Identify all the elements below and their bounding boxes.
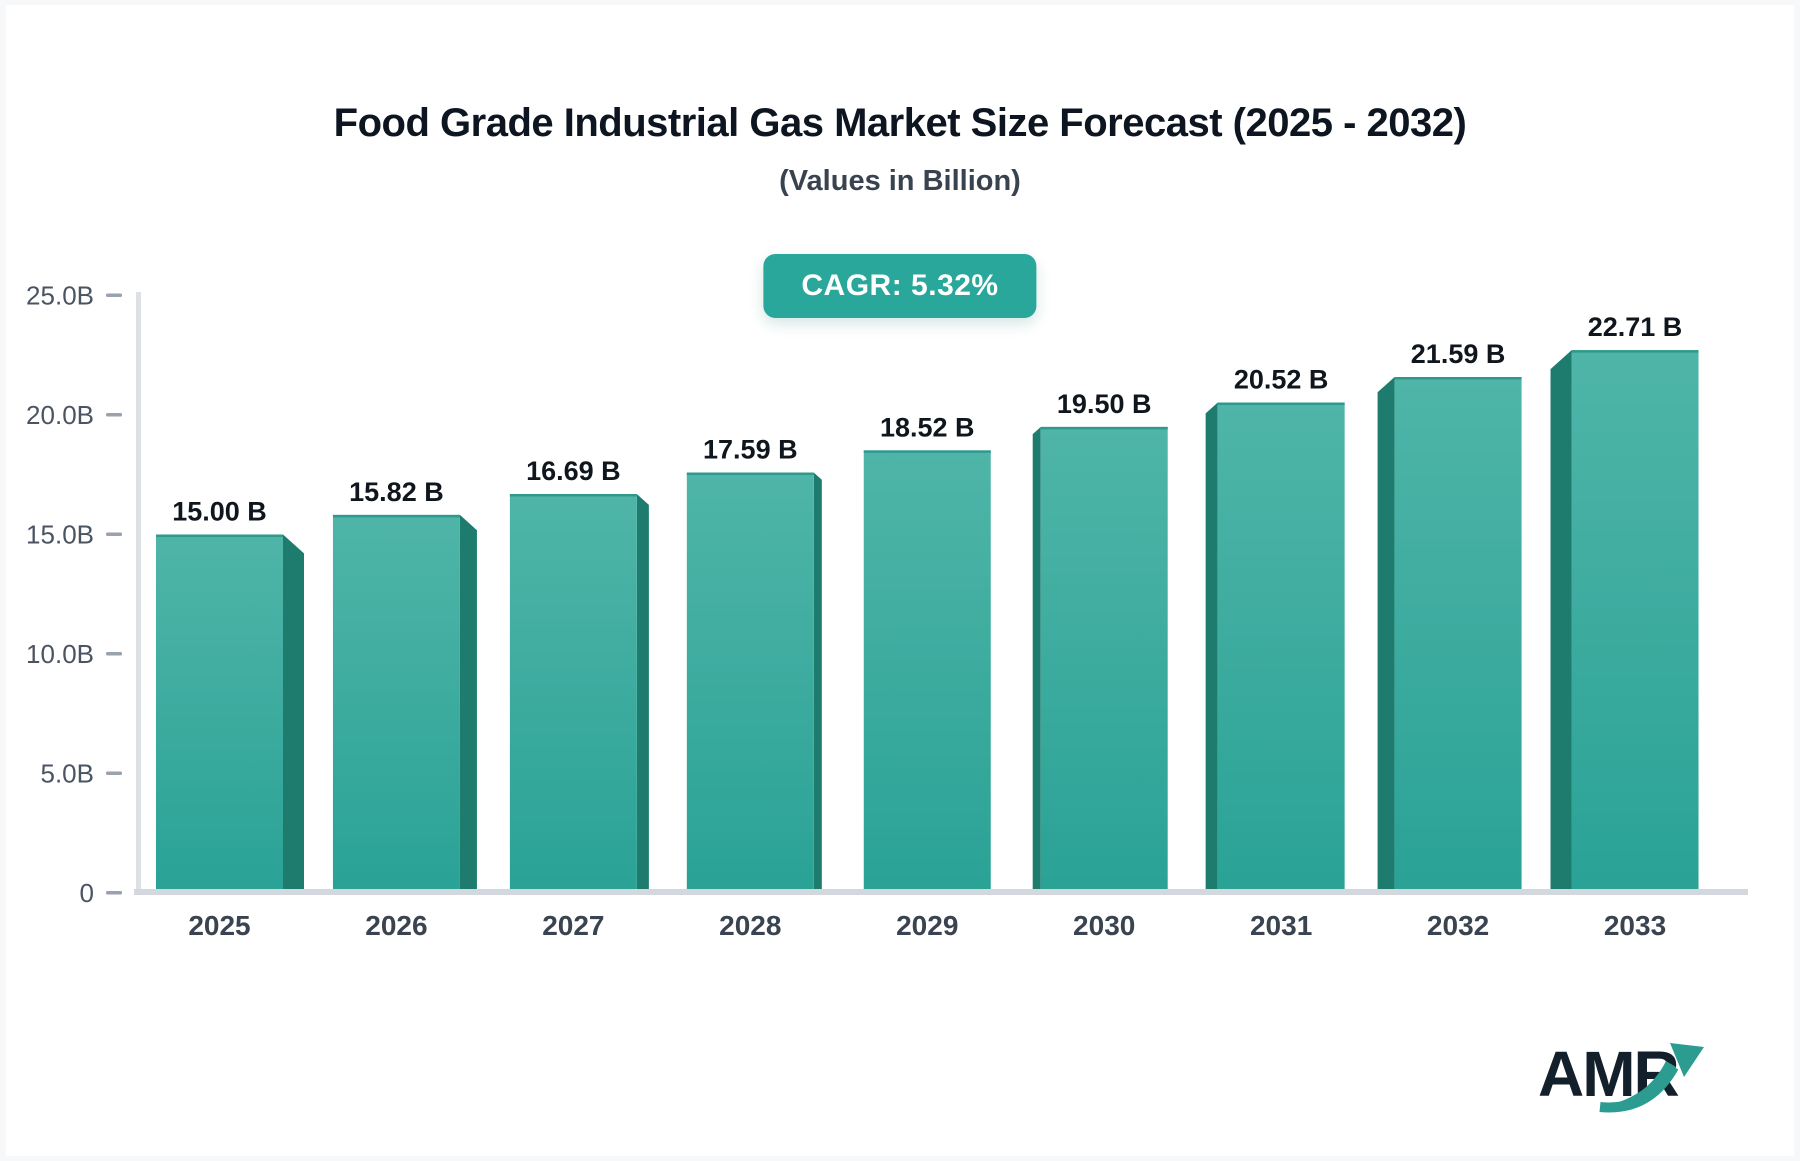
bar-side-face — [1377, 376, 1395, 891]
bar-side-face — [283, 534, 304, 891]
y-axis-tick-label: 5.0B — [41, 759, 95, 789]
bar — [156, 534, 283, 891]
bar — [1217, 402, 1345, 891]
bar — [1040, 426, 1168, 891]
bar-side-face — [459, 514, 477, 891]
y-axis-line — [136, 292, 141, 895]
chart-subtitle: (Values in Billion) — [779, 165, 1021, 197]
x-axis-tick-label: 2032 — [1427, 910, 1489, 941]
x-axis-tick-label: 2029 — [896, 910, 958, 941]
bar — [863, 450, 991, 891]
bar-value-label: 18.52 B — [880, 412, 975, 442]
y-axis-tick — [106, 293, 122, 297]
y-axis-tick — [106, 532, 122, 536]
bar-side-face — [1032, 426, 1041, 891]
x-axis-tick-label: 2025 — [188, 910, 250, 941]
bar-side-face — [636, 494, 649, 891]
x-axis-tick-label: 2033 — [1604, 910, 1666, 941]
y-axis-tick — [106, 891, 122, 895]
bar-value-label: 16.69 B — [526, 456, 621, 486]
y-axis-tick-label: 0 — [80, 878, 94, 908]
y-axis-tick-label: 10.0B — [26, 639, 94, 669]
bar-chart: 0 5.0B 10.0B 15.0B 20.0B 25.0B 15.00 B 2025 15.8… — [26, 281, 1748, 941]
y-axis-tick — [106, 652, 122, 656]
cagr-badge: CAGR: 5.32% — [763, 254, 1037, 318]
x-axis-tick-label: 2030 — [1073, 910, 1135, 941]
bar-value-label: 21.59 B — [1411, 339, 1506, 369]
bar — [686, 472, 814, 891]
amr-logo: AMR — [1534, 1033, 1724, 1123]
bar-value-label: 17.59 B — [703, 435, 798, 465]
y-axis-tick — [106, 413, 122, 417]
bar — [1571, 350, 1699, 892]
bar-value-label: 15.00 B — [172, 497, 267, 527]
chart-title: Food Grade Industrial Gas Market Size Fo… — [333, 101, 1467, 145]
bar-value-label: 15.82 B — [349, 477, 444, 507]
y-axis-tick — [106, 771, 122, 775]
amr-logo-arrow-icon — [1599, 1043, 1704, 1113]
x-axis-baseline — [134, 889, 1748, 895]
x-axis-tick-label: 2026 — [365, 910, 427, 941]
y-axis-tick-label: 20.0B — [26, 400, 94, 430]
bar-value-label: 19.50 B — [1057, 389, 1152, 419]
bar-side-face — [1550, 350, 1572, 892]
amr-logo-text: AMR — [1538, 1038, 1680, 1110]
bar-value-label: 22.71 B — [1588, 312, 1683, 342]
bar-side-face — [813, 472, 822, 891]
y-axis-tick-label: 25.0B — [26, 281, 94, 311]
y-axis-tick-label: 15.0B — [26, 520, 94, 550]
bar — [509, 494, 637, 891]
x-axis-tick-label: 2027 — [542, 910, 604, 941]
x-axis-tick-label: 2028 — [719, 910, 781, 941]
x-axis-tick-label: 2031 — [1250, 910, 1312, 941]
bar — [1394, 376, 1522, 891]
chart-card: Food Grade Industrial Gas Market Size Fo… — [6, 5, 1794, 1156]
bar-side-face — [1205, 402, 1218, 891]
bar — [332, 514, 460, 891]
cagr-badge-label: CAGR: 5.32% — [801, 269, 999, 302]
bar-value-label: 20.52 B — [1234, 365, 1329, 395]
